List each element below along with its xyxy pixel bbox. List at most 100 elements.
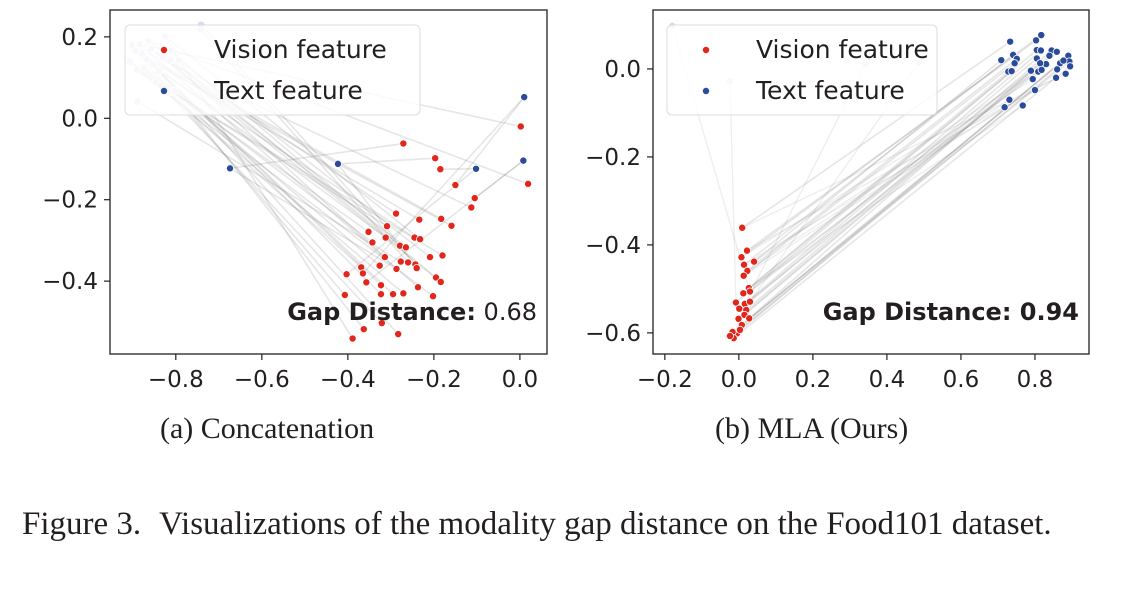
text-feature-point xyxy=(1010,59,1019,68)
gap-distance-label: Gap Distance: xyxy=(287,298,476,326)
vision-feature-point xyxy=(436,277,445,286)
pair-line xyxy=(753,78,1034,263)
vision-feature-point xyxy=(467,203,476,212)
vision-feature-point xyxy=(436,165,445,174)
x-tick-label: 0.0 xyxy=(502,367,539,393)
text-feature-point xyxy=(1037,65,1046,74)
text-feature-point xyxy=(1045,51,1054,60)
text-feature-point xyxy=(1037,31,1046,40)
vision-feature-point xyxy=(429,292,438,301)
legend-text-marker xyxy=(702,87,710,95)
pair-line xyxy=(746,58,1018,272)
vision-feature-point xyxy=(750,257,759,266)
pair-line xyxy=(746,39,1037,252)
plot-a: −0.8 −0.6 −0.4 −0.2 0.0 0.2 0.0 −0.2 −0.4 Vision … xyxy=(42,9,548,393)
pair-line xyxy=(743,62,1016,277)
pair-line xyxy=(743,106,1005,277)
x-tick-label: 0.2 xyxy=(795,367,832,393)
pair-line xyxy=(137,100,402,263)
figure-caption-text: Visualizations of the modality gap dista… xyxy=(159,506,1052,542)
vision-feature-point xyxy=(364,227,373,236)
vision-feature-point xyxy=(745,314,754,323)
pair-line xyxy=(753,59,1002,263)
legend-text-marker xyxy=(160,87,168,95)
text-feature-point xyxy=(1052,73,1061,82)
vision-feature-point xyxy=(380,253,389,262)
vision-feature-point xyxy=(359,325,368,334)
vision-feature-point xyxy=(447,221,456,230)
gap-distance-annotation: Gap Distance: 0.94 xyxy=(823,298,1079,326)
pair-line xyxy=(742,69,1043,294)
vision-feature-point xyxy=(735,304,744,313)
pair-line xyxy=(744,49,1042,305)
pair-line xyxy=(738,63,1047,310)
vision-feature-point xyxy=(426,253,435,262)
pair-line xyxy=(749,70,1032,293)
vision-feature-point xyxy=(358,269,367,278)
vision-feature-point xyxy=(392,264,401,273)
pair-line xyxy=(735,49,1038,304)
text-feature-point xyxy=(1032,36,1041,45)
text-feature-point xyxy=(1007,67,1016,76)
vision-feature-point xyxy=(362,278,371,287)
pair-line xyxy=(229,142,404,170)
pair-line xyxy=(365,159,524,283)
pair-line xyxy=(749,57,1038,303)
vision-feature-point xyxy=(745,287,754,296)
vision-feature-point xyxy=(740,260,749,269)
y-tick-label: −0.2 xyxy=(585,145,641,171)
vision-feature-point xyxy=(734,314,743,323)
subcaption-b: (b) MLA (Ours) xyxy=(715,412,909,445)
vision-feature-point xyxy=(392,209,401,218)
legend: Vision feature Text feature xyxy=(666,24,938,116)
pair-line xyxy=(743,51,1058,316)
x-tick-label: 0.8 xyxy=(1017,367,1054,393)
vision-feature-point xyxy=(739,289,748,298)
figure-label: Figure 3. xyxy=(22,506,142,542)
vision-feature-point xyxy=(725,331,734,340)
pair-line xyxy=(748,62,1041,319)
legend-text-label: Text feature xyxy=(213,76,363,105)
vision-feature-point xyxy=(399,289,408,298)
pair-line xyxy=(229,167,397,270)
vision-feature-point xyxy=(342,270,351,279)
pair-line xyxy=(737,55,1050,320)
pair-line xyxy=(745,49,1053,311)
gap-distance-label: Gap Distance: xyxy=(823,298,1012,326)
pair-line xyxy=(748,70,1009,289)
vision-feature-point xyxy=(431,154,440,163)
y-tick-label: 0.0 xyxy=(604,57,641,83)
pair-line xyxy=(733,65,1071,339)
legend-vision-marker xyxy=(702,46,710,54)
text-feature-point xyxy=(1053,65,1062,74)
y-tick-label: 0.0 xyxy=(61,106,98,132)
pair-line xyxy=(741,41,1011,229)
pair-line xyxy=(732,60,1070,333)
x-tick-label: −0.8 xyxy=(148,367,204,393)
vision-feature-point xyxy=(375,261,384,270)
vision-feature-point xyxy=(340,290,349,299)
axes-frame xyxy=(109,9,548,355)
vision-feature-point xyxy=(415,215,424,224)
y-tick-label: −0.6 xyxy=(585,321,641,347)
legend-vision-label: Vision feature xyxy=(756,35,929,64)
text-feature-point xyxy=(1005,95,1014,104)
pair-line xyxy=(743,54,1014,266)
text-feature-point xyxy=(1052,47,1061,56)
text-feature-point xyxy=(333,159,342,168)
vision-feature-point xyxy=(404,258,413,267)
text-feature-point xyxy=(1059,56,1068,65)
pair-line xyxy=(337,157,436,165)
pair-line xyxy=(736,55,1069,334)
vision-feature-point xyxy=(348,334,357,343)
text-feature-point xyxy=(1036,46,1045,55)
legend-box xyxy=(124,24,421,116)
text-feature-point xyxy=(997,56,1006,65)
vision-feature-point xyxy=(412,264,421,273)
pair-line xyxy=(743,89,1036,266)
text-feature-point xyxy=(1018,101,1027,110)
vision-feature-point xyxy=(399,139,408,148)
legend-vision-label: Vision feature xyxy=(214,35,387,64)
vision-feature-point xyxy=(376,281,385,290)
